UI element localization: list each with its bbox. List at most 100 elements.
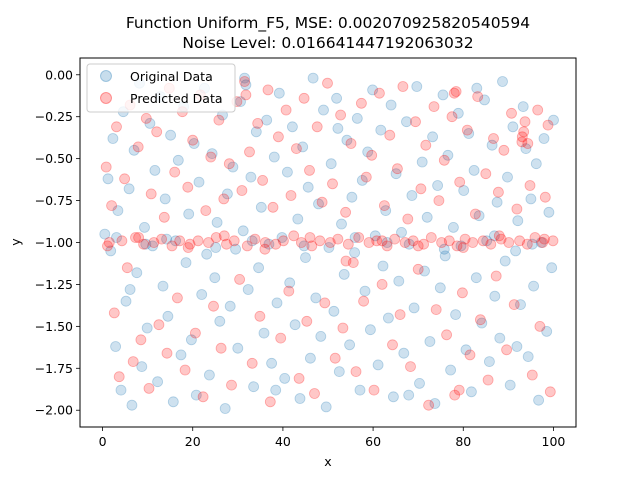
data-point: [372, 359, 384, 371]
data-point: [138, 238, 150, 250]
data-point: [481, 235, 493, 247]
data-point: [158, 211, 170, 223]
data-point: [434, 282, 446, 294]
data-point: [511, 341, 523, 352]
data-point: [281, 166, 293, 178]
data-point: [140, 238, 152, 250]
data-point: [171, 292, 183, 304]
legend-marker-original: [100, 70, 112, 82]
legend-marker-predicted: [100, 92, 112, 104]
data-point: [279, 372, 291, 384]
data-point: [237, 225, 249, 237]
data-point: [461, 124, 473, 136]
data-point: [252, 118, 264, 129]
data-point: [502, 171, 513, 183]
data-point: [375, 124, 387, 136]
series-original-data: [99, 72, 559, 414]
data-point: [197, 391, 209, 403]
data-point: [490, 270, 502, 282]
data-point: [240, 79, 252, 91]
data-point: [307, 72, 319, 84]
data-point: [161, 233, 173, 245]
data-point: [385, 99, 397, 111]
data-point: [539, 191, 551, 203]
data-point: [519, 116, 531, 128]
data-point: [387, 391, 399, 403]
data-point: [309, 388, 320, 399]
data-point: [263, 238, 275, 250]
data-point: [514, 235, 525, 247]
data-point: [411, 81, 423, 92]
data-point: [483, 356, 495, 368]
data-point: [221, 238, 232, 250]
data-point: [232, 342, 244, 354]
data-point: [320, 401, 332, 413]
chart-title-line-2: Noise Level: 0.016641447192063032: [182, 34, 473, 52]
data-point: [218, 230, 230, 242]
data-point: [239, 72, 251, 84]
data-point: [322, 77, 333, 89]
data-point: [532, 104, 544, 116]
data-point: [266, 357, 278, 369]
data-point: [110, 341, 121, 352]
x-tick-label: 40: [275, 434, 291, 449]
data-point: [511, 203, 523, 215]
data-point: [210, 232, 222, 243]
data-point: [468, 164, 480, 176]
data-point: [318, 104, 329, 116]
data-point: [424, 336, 436, 347]
data-point: [293, 372, 305, 384]
data-point: [205, 151, 217, 163]
data-point: [360, 171, 372, 183]
data-point: [397, 81, 409, 92]
data-point: [135, 334, 147, 346]
data-point: [358, 295, 370, 307]
data-point: [537, 237, 548, 248]
data-point: [258, 327, 270, 339]
data-point: [209, 272, 221, 284]
data-point: [179, 364, 191, 376]
data-point: [119, 173, 130, 185]
data-point: [494, 332, 506, 344]
data-point: [476, 317, 488, 329]
data-point: [153, 319, 165, 331]
data-point: [123, 183, 135, 195]
data-point: [141, 322, 153, 334]
data-point: [338, 268, 350, 280]
data-point: [105, 245, 117, 257]
data-point: [340, 255, 352, 267]
data-point: [371, 235, 383, 247]
data-point: [423, 399, 435, 411]
data-point: [408, 302, 420, 314]
data-point: [240, 89, 252, 101]
data-point: [159, 193, 171, 205]
series-predicted-data: [100, 76, 559, 411]
data-point: [257, 174, 269, 186]
data-point: [236, 185, 248, 196]
data-point: [156, 233, 168, 245]
data-point: [239, 76, 251, 87]
data-point: [99, 228, 111, 240]
data-point: [507, 121, 519, 133]
data-point: [103, 237, 115, 248]
data-point: [284, 277, 296, 289]
data-point: [246, 235, 258, 247]
data-point: [485, 238, 497, 250]
data-point: [329, 352, 341, 364]
data-point: [304, 352, 316, 364]
data-point: [262, 84, 274, 96]
data-point: [482, 374, 494, 386]
data-point: [196, 289, 208, 300]
data-point: [367, 84, 379, 96]
data-point: [116, 235, 128, 247]
data-point: [488, 230, 500, 242]
data-point: [267, 201, 279, 213]
x-tick-label: 0: [99, 434, 107, 449]
data-point: [298, 92, 310, 104]
data-point: [102, 240, 113, 252]
data-point: [457, 242, 469, 253]
data-point: [353, 232, 365, 243]
data-point: [539, 233, 550, 245]
y-axis-label: y: [8, 238, 23, 246]
